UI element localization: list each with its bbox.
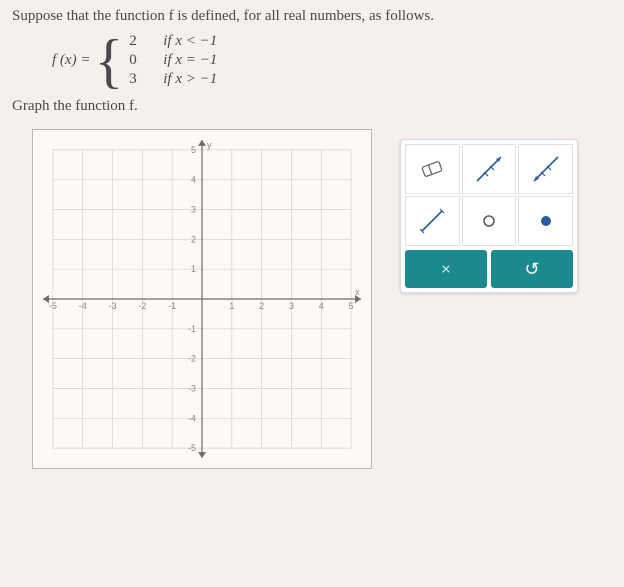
ray-tool-2[interactable] <box>518 144 573 194</box>
case-row: 3 if x > −1 <box>129 71 217 88</box>
svg-text:4: 4 <box>191 175 196 185</box>
case-condition: if x = −1 <box>163 52 217 69</box>
eraser-tool[interactable] <box>405 144 460 194</box>
svg-text:-4: -4 <box>188 413 196 423</box>
cases: 2 if x < −1 0 if x = −1 3 if x > −1 <box>129 33 217 88</box>
function-label: f (x) = <box>52 52 90 69</box>
svg-text:2: 2 <box>191 234 196 244</box>
open-point-tool[interactable] <box>462 196 517 246</box>
svg-text:5: 5 <box>191 145 196 155</box>
case-value: 0 <box>129 52 147 69</box>
brace: { <box>94 36 123 86</box>
ray-tool-1[interactable] <box>462 144 517 194</box>
clear-button[interactable]: × <box>405 250 487 288</box>
svg-text:1: 1 <box>229 301 234 311</box>
svg-text:3: 3 <box>191 205 196 215</box>
svg-text:5: 5 <box>349 301 354 311</box>
coordinate-grid: -5 -4 -3 -2 -1 1 2 3 4 5 5 4 3 2 1 -1 -2 -3 -4 -5 x y <box>33 130 371 468</box>
svg-text:3: 3 <box>289 301 294 311</box>
svg-text:-3: -3 <box>109 301 117 311</box>
case-row: 0 if x = −1 <box>129 52 217 69</box>
piecewise-definition: f (x) = { 2 if x < −1 0 if x = −1 3 if x… <box>52 33 612 88</box>
clear-icon: × <box>441 259 451 280</box>
svg-text:4: 4 <box>319 301 324 311</box>
undo-button[interactable]: ↺ <box>491 250 573 288</box>
svg-text:-1: -1 <box>188 324 196 334</box>
svg-text:-5: -5 <box>188 443 196 453</box>
segment-icon <box>412 201 452 241</box>
case-condition: if x > −1 <box>163 71 217 88</box>
case-row: 2 if x < −1 <box>129 33 217 50</box>
svg-text:-3: -3 <box>188 383 196 393</box>
closed-point-tool[interactable] <box>518 196 573 246</box>
undo-icon: ↺ <box>524 259 539 280</box>
graph-canvas[interactable]: -5 -4 -3 -2 -1 1 2 3 4 5 5 4 3 2 1 -1 -2 -3 -4 -5 x y <box>32 129 372 469</box>
graph-instruction: Graph the function f. <box>12 98 612 115</box>
svg-text:-4: -4 <box>79 301 87 311</box>
svg-text:1: 1 <box>191 264 196 274</box>
svg-text:-2: -2 <box>188 354 196 364</box>
case-value: 3 <box>129 71 147 88</box>
eraser-icon <box>417 158 447 180</box>
tool-palette: × ↺ <box>400 139 578 293</box>
svg-text:x: x <box>355 287 360 297</box>
ray-icon <box>526 149 566 189</box>
case-value: 2 <box>129 33 147 50</box>
svg-text:-5: -5 <box>49 301 57 311</box>
open-circle-icon <box>479 211 499 231</box>
ray-icon <box>469 149 509 189</box>
closed-circle-icon <box>536 211 556 231</box>
svg-text:y: y <box>207 140 212 150</box>
svg-text:-2: -2 <box>138 301 146 311</box>
problem-intro: Suppose that the function f is defined, … <box>12 8 612 25</box>
case-condition: if x < −1 <box>163 33 217 50</box>
svg-text:-1: -1 <box>168 301 176 311</box>
svg-text:2: 2 <box>259 301 264 311</box>
segment-tool[interactable] <box>405 196 460 246</box>
